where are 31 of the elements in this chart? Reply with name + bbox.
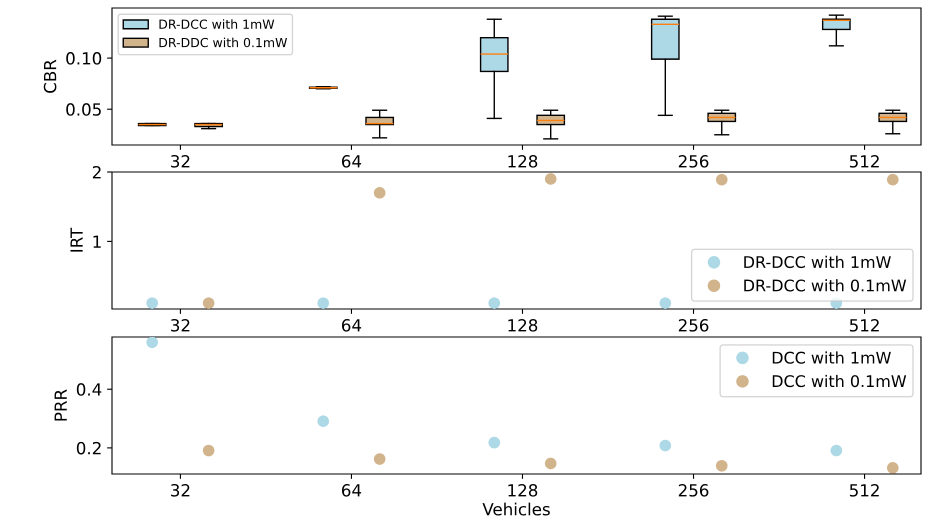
x-tick-label: 256 xyxy=(678,155,708,168)
x-tick-label: 512 xyxy=(850,155,879,168)
legend-label: DR-DCC with 1mW xyxy=(744,256,891,268)
legend-label: DR-DCC with 1mW xyxy=(159,19,274,29)
y-axis-title: IRT xyxy=(70,228,83,252)
y-tick-label: 0.4 xyxy=(76,383,102,396)
legend-label: DR-DDC with 0.1mW xyxy=(159,38,288,48)
y-tick-label: 0.2 xyxy=(76,442,101,454)
y-tick-label: 1 xyxy=(94,236,101,248)
x-tick-label: 128 xyxy=(508,484,538,497)
x-tick-label: 512 xyxy=(850,319,879,332)
legend-label: DCC with 1mW xyxy=(772,351,891,364)
y-tick-label: 0.05 xyxy=(66,103,101,116)
x-tick-label: 128 xyxy=(508,155,538,168)
x-tick-label: 256 xyxy=(678,319,708,332)
y-tick-label: 2 xyxy=(92,166,101,178)
legend-label: DR-DCC with 0.1mW xyxy=(744,279,906,292)
x-tick-label: 256 xyxy=(678,484,708,497)
legend-label: DCC with 0.1mW xyxy=(772,374,906,388)
x-tick-label: 512 xyxy=(850,484,879,497)
y-tick-label: 0.10 xyxy=(66,52,102,65)
x-tick-label: 32 xyxy=(171,484,190,497)
x-axis-title: Vehicles xyxy=(482,502,550,516)
x-tick-label: 32 xyxy=(171,155,190,168)
x-tick-label: 64 xyxy=(342,155,362,168)
x-tick-label: 128 xyxy=(508,319,538,332)
x-tick-label: 64 xyxy=(342,484,362,497)
y-axis-title: CBR xyxy=(44,60,56,93)
x-tick-label: 32 xyxy=(171,319,190,332)
x-tick-label: 64 xyxy=(342,319,362,332)
y-axis-title: PRR xyxy=(54,389,67,420)
